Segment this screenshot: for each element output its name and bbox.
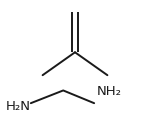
Text: NH₂: NH₂ (97, 85, 122, 98)
Text: H₂N: H₂N (6, 100, 31, 113)
